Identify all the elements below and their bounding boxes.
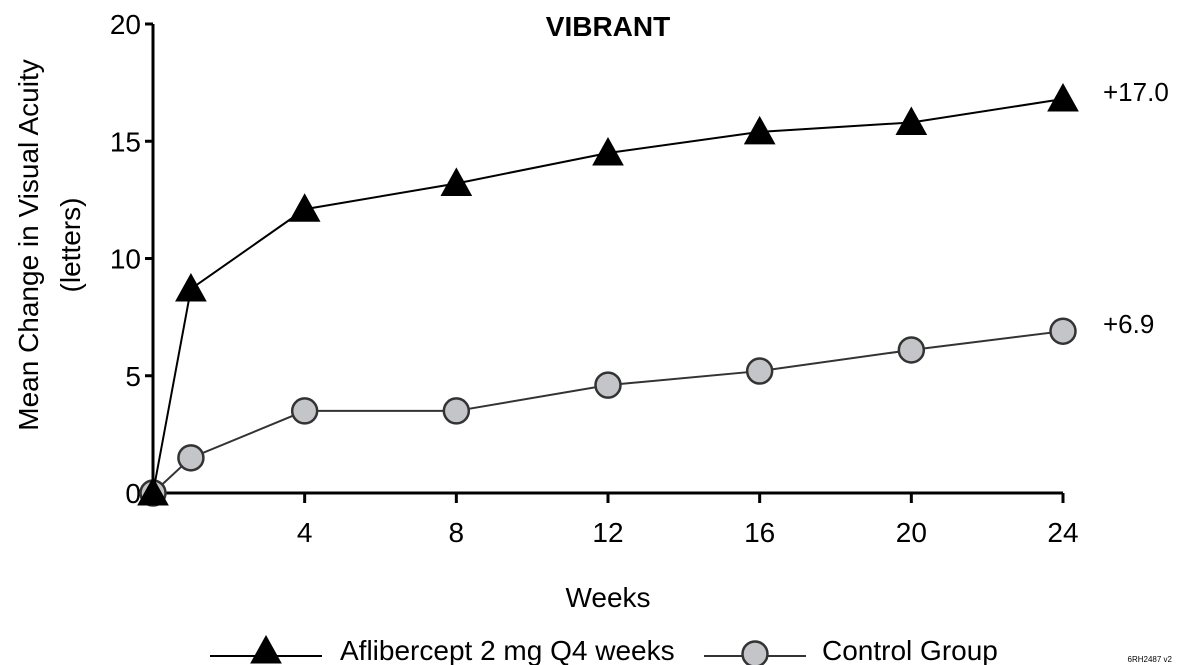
series-layer: +6.9 +17.0 (137, 77, 1169, 507)
y-tick-label: 5 (125, 361, 141, 392)
data-point-aflibercept (137, 476, 169, 506)
legend-label-aflibercept: Aflibercept 2 mg Q4 weeks (340, 635, 675, 665)
series-line-control (152, 330, 1064, 494)
y-tick-label: 10 (110, 244, 141, 275)
series-line-aflibercept (152, 98, 1064, 494)
x-tick-label: 4 (297, 517, 313, 548)
x-tick-label: 24 (1047, 517, 1078, 548)
data-point-control (177, 444, 205, 472)
chart-title: VIBRANT (546, 11, 670, 42)
legend-triangle-icon (250, 634, 282, 664)
y-axis-label: Mean Change in Visual Acuity (13, 59, 44, 431)
x-tick-label: 16 (744, 517, 775, 548)
x-tick-label: 12 (592, 517, 623, 548)
y-axis-label-units: (letters) (55, 198, 86, 293)
data-point-aflibercept (175, 272, 207, 302)
legend-marker-aflibercept (210, 634, 322, 664)
data-point-aflibercept (592, 136, 624, 166)
data-point-aflibercept (743, 115, 776, 145)
legend: Aflibercept 2 mg Q4 weeks Control Group (210, 634, 998, 665)
end-label-control: +6.9 (1103, 309, 1154, 339)
axes (151, 24, 1063, 495)
legend-label-control: Control Group (822, 635, 998, 665)
y-tick-label: 15 (110, 126, 141, 157)
y-tick-label: 0 (125, 478, 141, 509)
y-tick-label: 20 (110, 9, 141, 40)
y-axis-ticks: 0 5 10 15 20 (110, 9, 153, 509)
data-point-aflibercept (440, 167, 473, 196)
data-point-control (594, 371, 622, 399)
series-control: +6.9 (139, 309, 1154, 507)
data-point-aflibercept (288, 193, 321, 222)
x-tick-label: 8 (449, 517, 465, 548)
legend-circle-icon (741, 640, 769, 665)
x-axis-label: Weeks (565, 582, 650, 613)
data-point-control (745, 357, 774, 385)
series-aflibercept: +17.0 (137, 77, 1169, 506)
legend-marker-control (704, 640, 806, 665)
data-point-aflibercept (1047, 83, 1079, 112)
x-tick-label: 20 (896, 517, 927, 548)
data-point-control (897, 336, 926, 364)
data-point-control (290, 397, 319, 425)
x-axis-ticks: 4 8 12 16 20 24 (297, 493, 1079, 548)
end-label-aflibercept: +17.0 (1103, 77, 1169, 107)
data-point-control (1049, 317, 1077, 345)
data-point-aflibercept (895, 106, 928, 135)
data-point-control (442, 397, 471, 425)
footnote: 6RH2487 v2 (1128, 655, 1173, 664)
